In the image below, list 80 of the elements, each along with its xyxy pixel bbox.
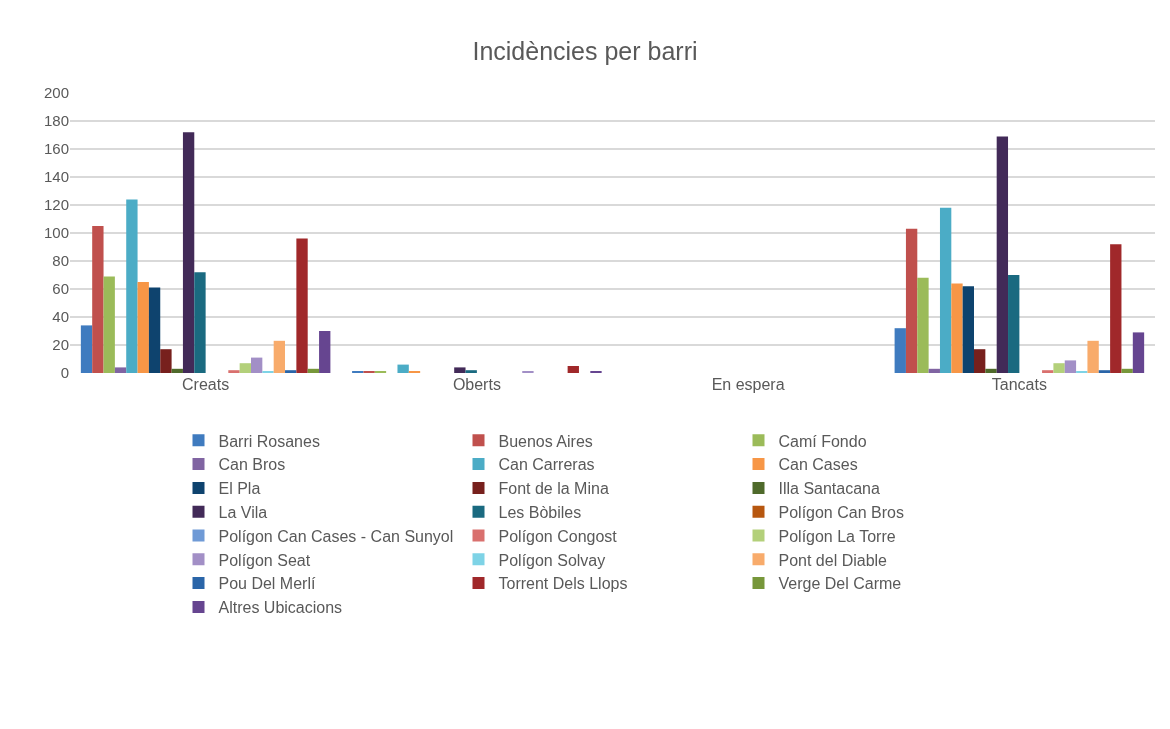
bar bbox=[307, 368, 320, 373]
bar bbox=[928, 368, 940, 373]
bar bbox=[1132, 332, 1145, 373]
legend-label: Can Carreras bbox=[498, 456, 595, 474]
legend-label: Polígon La Torre bbox=[778, 527, 896, 545]
bar bbox=[80, 325, 93, 373]
bar bbox=[319, 331, 331, 373]
legend-label: Polígon Congost bbox=[498, 527, 618, 545]
bar bbox=[1087, 340, 1099, 373]
bar bbox=[92, 226, 104, 373]
bar bbox=[962, 286, 974, 373]
y-tick-label: 80 bbox=[52, 252, 69, 270]
bar bbox=[939, 207, 952, 373]
bar bbox=[114, 367, 127, 373]
chart-title: Incidències per barri bbox=[472, 36, 698, 65]
legend-label: Polígon Solvay bbox=[498, 551, 606, 569]
bar bbox=[148, 287, 161, 373]
bar bbox=[454, 367, 466, 373]
bar bbox=[905, 228, 918, 373]
bar bbox=[296, 238, 308, 373]
bar bbox=[567, 366, 579, 373]
bar bbox=[996, 136, 1009, 373]
y-tick-label: 140 bbox=[43, 168, 69, 186]
legend-label: Les Bòbiles bbox=[498, 503, 582, 521]
legend-label: Altres Ubicacions bbox=[218, 599, 343, 617]
bar bbox=[239, 363, 251, 373]
x-tick-label: Tancats bbox=[991, 376, 1047, 393]
legend-label: La Vila bbox=[218, 503, 268, 521]
legend-label: Polígon Can Cases - Can Sunyol bbox=[218, 527, 454, 545]
y-tick-label: 60 bbox=[52, 280, 69, 298]
y-tick-label: 200 bbox=[43, 84, 69, 102]
bar bbox=[1064, 360, 1077, 373]
bar bbox=[251, 357, 263, 373]
bar bbox=[137, 282, 149, 373]
bar bbox=[160, 349, 172, 373]
legend-label: Pont del Diable bbox=[778, 551, 888, 569]
y-tick-label: 120 bbox=[43, 196, 69, 214]
y-tick-label: 40 bbox=[52, 308, 69, 326]
legend-label: Polígon Can Bros bbox=[778, 503, 904, 521]
legend-label: Barri Rosanes bbox=[218, 432, 320, 450]
legend-label: El Pla bbox=[218, 480, 261, 498]
bar bbox=[465, 370, 477, 373]
bar bbox=[1053, 363, 1065, 373]
bar bbox=[273, 340, 286, 373]
y-tick-label: 100 bbox=[43, 224, 69, 242]
legend-label: Buenos Aires bbox=[498, 432, 593, 450]
bar bbox=[1008, 275, 1020, 373]
bar bbox=[126, 199, 138, 373]
bar bbox=[228, 370, 240, 373]
y-tick-label: 180 bbox=[43, 112, 69, 130]
bar bbox=[397, 364, 409, 373]
x-tick-label: Oberts bbox=[452, 376, 501, 393]
bar bbox=[894, 328, 906, 373]
legend-label: Illa Santacana bbox=[778, 480, 881, 498]
bar bbox=[1110, 244, 1122, 373]
legend-label: Camí Fondo bbox=[778, 432, 867, 450]
legend-label: Font de la Mina bbox=[498, 480, 609, 498]
bar bbox=[1098, 370, 1111, 373]
legend-label: Can Cases bbox=[778, 456, 858, 474]
legend-label: Can Bros bbox=[218, 456, 286, 474]
y-tick-label: 20 bbox=[52, 336, 69, 354]
legend-label: Torrent Dels Llops bbox=[498, 575, 628, 593]
bar bbox=[285, 370, 297, 373]
bar bbox=[985, 368, 997, 373]
bar bbox=[1042, 370, 1054, 373]
legend-label: Pou Del Merlí bbox=[218, 575, 316, 593]
legend-label: Verge Del Carme bbox=[778, 575, 902, 593]
bar bbox=[974, 349, 986, 373]
bar bbox=[917, 277, 929, 373]
bar bbox=[1121, 368, 1133, 373]
bar bbox=[951, 283, 963, 373]
bar bbox=[171, 368, 183, 373]
bar bbox=[194, 272, 206, 373]
bar bbox=[182, 132, 195, 373]
y-tick-label: 0 bbox=[60, 364, 69, 382]
legend-label: Polígon Seat bbox=[218, 551, 311, 569]
bar bbox=[103, 276, 115, 373]
x-tick-label: En espera bbox=[711, 376, 785, 393]
x-tick-label: Creats bbox=[182, 376, 230, 393]
y-tick-label: 160 bbox=[43, 140, 69, 158]
